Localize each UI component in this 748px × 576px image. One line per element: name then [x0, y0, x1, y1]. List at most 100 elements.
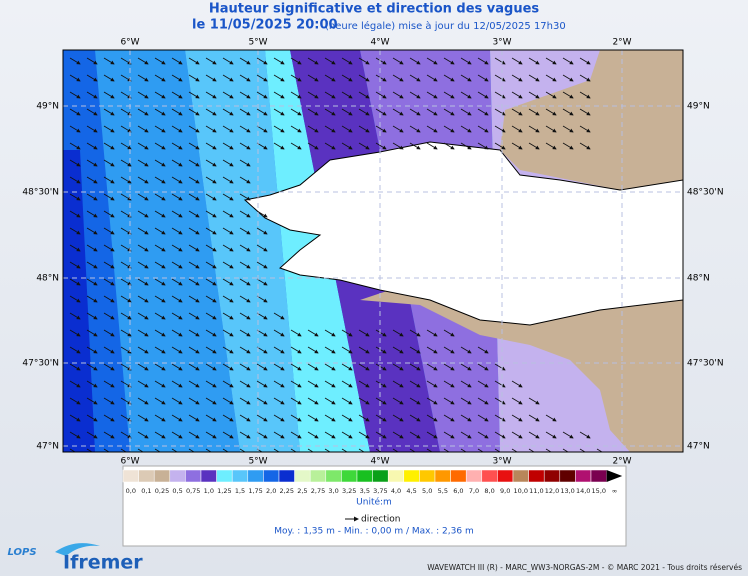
- wave-arrow: [273, 125, 285, 133]
- wave-arrow: [290, 363, 302, 371]
- wave-arrow: [137, 193, 149, 201]
- wave-arrow: [69, 142, 81, 150]
- wave-arrow: [290, 380, 302, 388]
- wave-arrow: [273, 363, 285, 371]
- wave-arrow: [69, 91, 81, 99]
- wave-arrow: [137, 346, 149, 354]
- ifremer-logo: Ifremer: [63, 552, 143, 574]
- wave-arrow: [494, 397, 506, 405]
- wave-arrow: [171, 295, 183, 303]
- wave-arrow: [341, 108, 353, 116]
- wave-arrow: [188, 278, 200, 286]
- wave-arrow: [171, 91, 183, 99]
- wave-arrow: [324, 108, 336, 116]
- wave-arrow: [205, 295, 217, 303]
- wave-arrow: [188, 227, 200, 235]
- wave-arrow: [188, 176, 200, 184]
- scale-swatch: [247, 469, 264, 483]
- wave-arrow: [188, 448, 200, 452]
- wave-arrow: [511, 448, 523, 452]
- wave-arrow: [103, 176, 115, 184]
- wave-arrow: [137, 176, 149, 184]
- wave-arrow: [290, 329, 302, 337]
- graticule: [63, 50, 683, 452]
- wave-arrow: [460, 397, 472, 405]
- wave-arrow: [222, 108, 234, 116]
- scale-label: 2,0: [266, 487, 276, 495]
- wave-arrow: [137, 431, 149, 439]
- wave-arrow: [205, 414, 217, 422]
- wave-arrow: [86, 448, 98, 452]
- wave-arrow: [120, 312, 132, 320]
- scale-swatch: [216, 469, 233, 483]
- wave-arrow: [171, 278, 183, 286]
- wave-arrow: [188, 91, 200, 99]
- wave-arrow: [409, 91, 421, 99]
- wave-arrow: [443, 74, 455, 82]
- wave-arrow: [579, 448, 591, 452]
- wave-arrow: [307, 74, 319, 82]
- wave-arrow: [137, 125, 149, 133]
- credit: WAVEWATCH III (R) - MARC_WW3-NORGAS-2M -…: [427, 563, 742, 572]
- wave-arrow: [239, 57, 251, 65]
- wave-arrow: [358, 108, 370, 116]
- wave-arrow: [426, 57, 438, 65]
- scale-label: 12,0: [545, 487, 559, 495]
- wave-arrow: [324, 397, 336, 405]
- wave-arrow: [375, 414, 387, 422]
- wave-arrow: [171, 108, 183, 116]
- scale-label: 3,0: [328, 487, 338, 495]
- wave-arrow: [205, 448, 217, 452]
- wave-arrow: [579, 74, 591, 82]
- wave-arrow: [188, 244, 200, 252]
- wave-arrow: [460, 380, 472, 388]
- wave-arrow: [545, 125, 557, 133]
- wave-arrow: [358, 57, 370, 65]
- wave-arrow: [358, 414, 370, 422]
- wave-arrow: [120, 380, 132, 388]
- wave-arrow: [426, 142, 438, 150]
- scale-label: 7,0: [469, 487, 479, 495]
- scale-swatch: [387, 469, 405, 483]
- wave-arrow: [137, 74, 149, 82]
- wave-arrow: [120, 142, 132, 150]
- wave-arrow: [562, 142, 574, 150]
- wave-arrow: [392, 125, 404, 133]
- wave-arrow: [545, 142, 557, 150]
- wave-arrow: [103, 108, 115, 116]
- scale-swatch: [559, 469, 576, 483]
- wave-arrow: [171, 346, 183, 354]
- wave-arrow: [222, 431, 234, 439]
- wave-arrow: [528, 448, 540, 452]
- wave-arrow: [120, 244, 132, 252]
- wave-arrow: [290, 108, 302, 116]
- wave-arrow: [188, 380, 200, 388]
- wave-arrow: [137, 363, 149, 371]
- wave-arrow: [239, 91, 251, 99]
- wave-arrow: [86, 142, 98, 150]
- wave-arrow: [188, 159, 200, 167]
- wave-arrow: [545, 91, 557, 99]
- scale-label: 1,5: [235, 487, 245, 495]
- wave-arrow: [205, 380, 217, 388]
- wave-arrow: [69, 363, 81, 371]
- wave-arrow: [273, 142, 285, 150]
- wave-arrow: [120, 125, 132, 133]
- lat-label: 48°N: [687, 274, 710, 284]
- scale-label: 5,0: [422, 487, 432, 495]
- wave-arrow: [477, 431, 489, 439]
- scale-label: 8,0: [484, 487, 494, 495]
- wave-arrow: [392, 380, 404, 388]
- wave-arrow: [307, 448, 319, 452]
- wave-arrow: [86, 108, 98, 116]
- wave-arrow: [171, 227, 183, 235]
- wave-arrow: [426, 91, 438, 99]
- wave-arrow: [239, 397, 251, 405]
- wave-arrow: [188, 108, 200, 116]
- wave-arrow: [103, 210, 115, 218]
- wave-arrow: [120, 91, 132, 99]
- wave-arrow: [477, 91, 489, 99]
- wave-arrow: [86, 312, 98, 320]
- wave-arrow: [273, 414, 285, 422]
- wave-arrow: [528, 57, 540, 65]
